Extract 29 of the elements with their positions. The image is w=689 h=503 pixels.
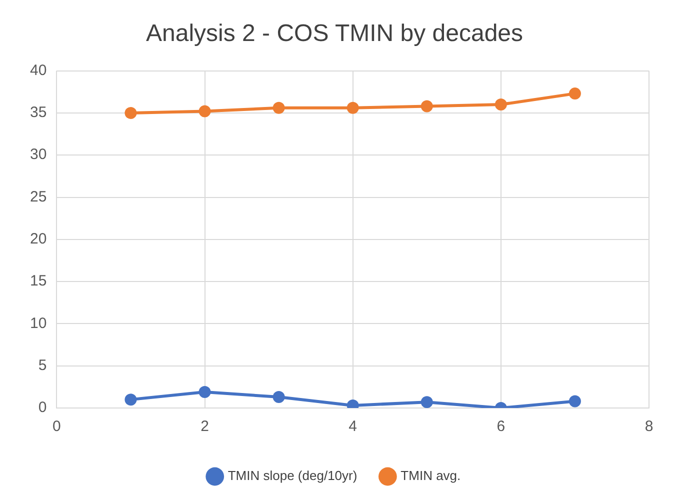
legend-label: TMIN avg. [400, 468, 461, 484]
y-tick-label: 35 [30, 104, 47, 122]
point [568, 395, 581, 408]
point [494, 98, 507, 111]
x-tick-label: 6 [496, 418, 506, 436]
y-tick-label: 5 [38, 356, 47, 374]
y-tick-label: 10 [30, 314, 47, 332]
x-tick-label: 0 [52, 418, 61, 436]
point [420, 396, 433, 408]
y-tick-label: 30 [30, 146, 47, 164]
point [272, 391, 285, 404]
point [568, 88, 581, 100]
point [198, 105, 211, 118]
point [124, 106, 137, 119]
x-tick-label: 8 [644, 418, 654, 436]
legend-label: TMIN slope (deg/10yr) [228, 468, 358, 484]
point [346, 102, 359, 114]
x-tick-label: 2 [200, 418, 209, 436]
x-tick-label: 4 [348, 418, 358, 436]
point [124, 394, 137, 406]
point [272, 102, 285, 114]
point [198, 386, 211, 398]
y-tick-label: 25 [30, 188, 47, 206]
chart-title: Analysis 2 - COS TMIN by decades [146, 20, 524, 48]
y-tick-label: 20 [30, 230, 47, 248]
y-tick-label: 0 [38, 399, 47, 416]
y-tick-label: 15 [30, 272, 47, 290]
point [420, 100, 433, 112]
y-tick-label: 40 [30, 62, 47, 79]
